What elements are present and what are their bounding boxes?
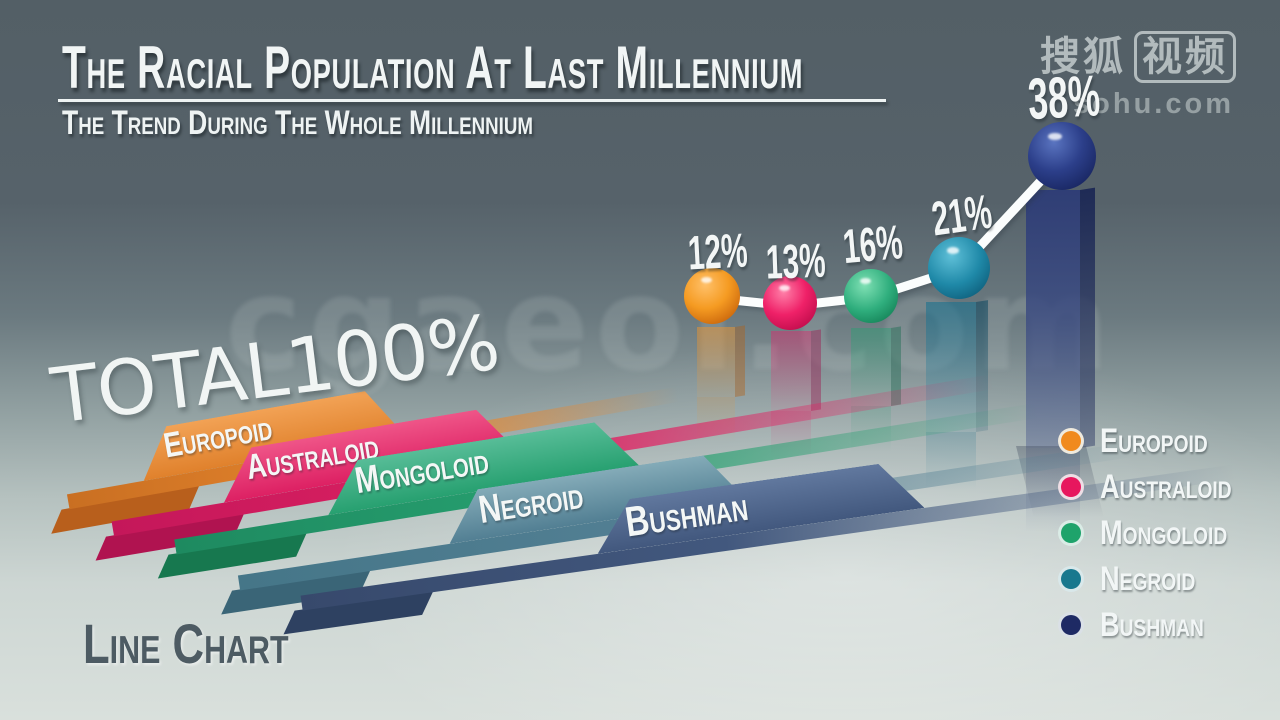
page-title-text: The Racial Population At Last Millennium	[62, 34, 804, 101]
value-text: 13%	[765, 234, 827, 290]
legend-label: Australoid	[1100, 470, 1265, 504]
legend-item-bushman: Bushman	[1058, 608, 1265, 642]
page-subtitle: The Trend During The Whole Millennium	[62, 106, 666, 140]
legend-dot-australoid	[1058, 474, 1084, 500]
sohu-brand: 搜狐 视频	[1040, 24, 1236, 83]
legend-dot-europoid	[1058, 428, 1084, 454]
title-underline	[58, 99, 886, 102]
legend-label-text: Mongoloid	[1100, 514, 1228, 552]
data-point-bushman	[1028, 122, 1096, 190]
legend-item-negroid: Negroid	[1058, 562, 1265, 596]
sohu-brand-boxed: 视频	[1134, 31, 1236, 83]
value-text: 16%	[840, 216, 905, 275]
legend-label: Bushman	[1100, 608, 1230, 642]
legend-label-text: Bushman	[1100, 606, 1204, 644]
data-point-negroid	[928, 237, 990, 299]
legend-item-australoid: Australoid	[1058, 470, 1265, 504]
bar-australoid	[771, 329, 821, 459]
value-text: 12%	[686, 224, 749, 281]
sohu-url: sohu.com	[1073, 88, 1234, 120]
legend-dot-mongoloid	[1058, 520, 1084, 546]
bar-side-face	[811, 329, 821, 411]
value-text: 21%	[928, 185, 996, 247]
data-point-australoid	[763, 276, 817, 330]
legend-label: Negroid	[1100, 562, 1219, 596]
data-point-mongoloid	[844, 269, 898, 323]
value-label-mongoloid: 16%	[840, 216, 941, 275]
chart-type-text: Line Chart	[83, 612, 289, 675]
bar-side-face	[735, 325, 745, 397]
page-title: The Racial Population At Last Millennium	[62, 38, 1202, 98]
legend-label: Mongoloid	[1100, 516, 1259, 550]
legend-item-mongoloid: Mongoloid	[1058, 516, 1265, 550]
chart-type-label: Line Chart	[83, 616, 347, 672]
bar-face	[771, 331, 811, 411]
legend: Europoid Australoid Mongoloid Negroid Bu…	[1058, 424, 1265, 658]
legend-label-text: Negroid	[1100, 560, 1196, 598]
value-label-negroid: 21%	[928, 184, 1031, 247]
bar-face	[926, 302, 976, 432]
page-subtitle-text: The Trend During The Whole Millennium	[62, 104, 533, 142]
legend-label: Europoid	[1100, 424, 1235, 458]
data-point-europoid	[684, 268, 740, 324]
sohu-watermark: 搜狐 视频 sohu.com	[1040, 24, 1236, 121]
legend-label-text: Europoid	[1100, 422, 1208, 460]
bar-negroid	[926, 300, 988, 490]
legend-dot-bushman	[1058, 612, 1084, 638]
legend-item-europoid: Europoid	[1058, 424, 1265, 458]
legend-label-text: Australoid	[1100, 468, 1232, 506]
bar-face	[697, 327, 735, 397]
sohu-brand-text: 搜狐	[1040, 35, 1126, 79]
legend-dot-negroid	[1058, 566, 1084, 592]
